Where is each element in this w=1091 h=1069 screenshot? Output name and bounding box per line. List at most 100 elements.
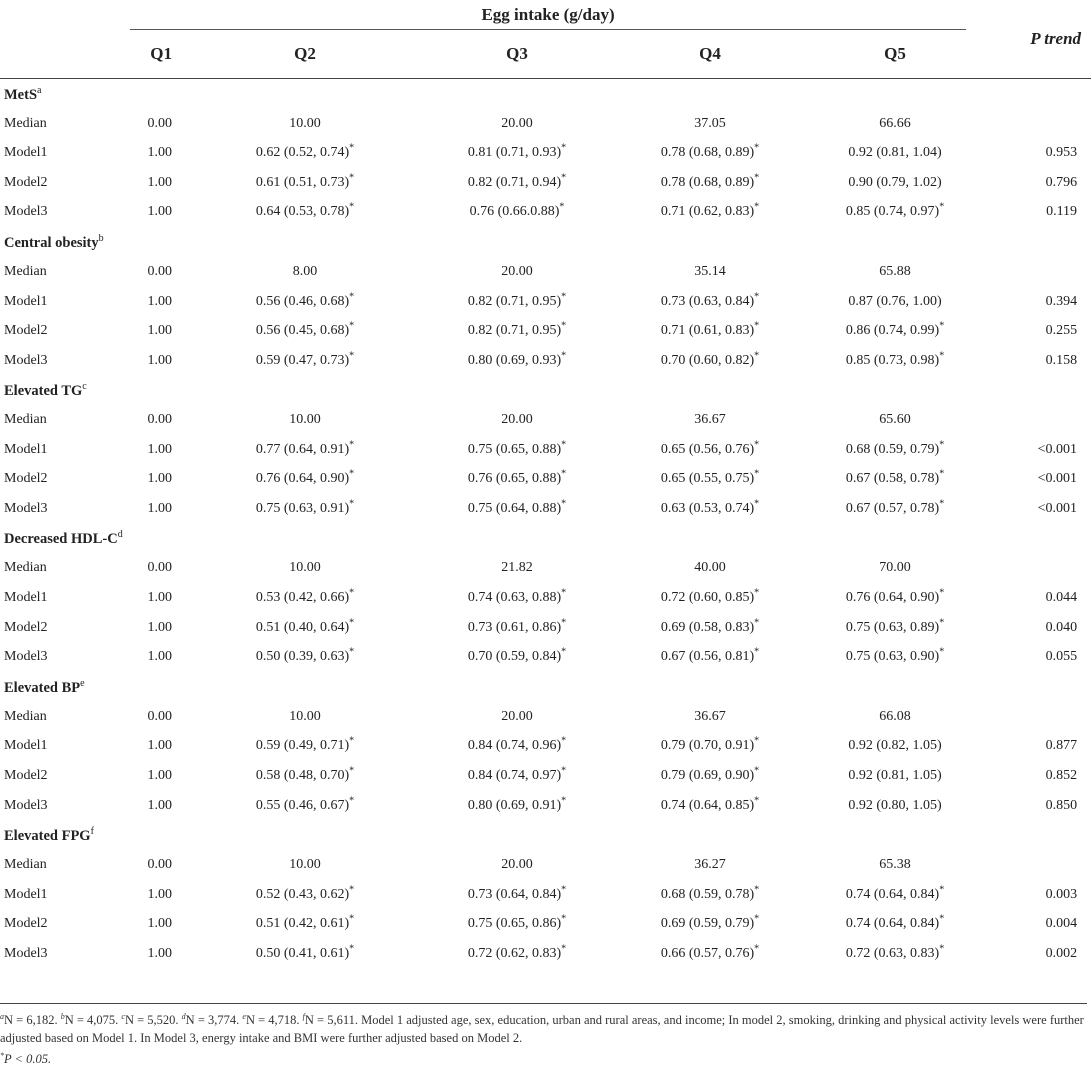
cell-q3-value: 0.81 (0.71, 0.93) bbox=[467, 145, 562, 161]
egg-intake-group-header: Egg intake (g/day) bbox=[122, 0, 974, 30]
cell-q2: 0.51 (0.42, 0.61)* bbox=[180, 909, 430, 939]
significance-marker: * bbox=[349, 587, 355, 599]
cell-q1: 0.00 bbox=[147, 560, 173, 576]
cell-q3: 0.82 (0.71, 0.95)* bbox=[430, 287, 604, 317]
cell-q2-value: 0.50 (0.39, 0.63) bbox=[255, 649, 350, 665]
significance-marker: * bbox=[754, 468, 760, 480]
significance-marker: * bbox=[561, 587, 567, 599]
table-row: Model1 1.00 0.56 (0.46, 0.68)* 0.82 (0.71, … bbox=[0, 287, 1091, 317]
significance-marker: * bbox=[754, 498, 760, 510]
section-title-sup: e bbox=[80, 677, 85, 689]
table-row: Model1 1.00 0.59 (0.49, 0.71)* 0.84 (0.74, … bbox=[0, 732, 1091, 762]
row-label: Model1 bbox=[4, 590, 48, 606]
table-row: Model2 1.00 0.51 (0.42, 0.61)* 0.75 (0.65, … bbox=[0, 909, 1091, 939]
cell-q2-value: 10.00 bbox=[289, 708, 321, 724]
significance-marker: * bbox=[754, 172, 760, 184]
significance-marker: * bbox=[561, 735, 567, 747]
cell-q1: 1.00 bbox=[147, 293, 173, 309]
cell-q4: 0.71 (0.61, 0.83)* bbox=[604, 316, 816, 346]
cell-q3-value: 0.73 (0.61, 0.86) bbox=[467, 619, 562, 635]
table-row: Model3 1.00 0.64 (0.53, 0.78)* 0.76 (0.66.0… bbox=[0, 198, 1091, 228]
table-row: Model1 1.00 0.62 (0.52, 0.74)* 0.81 (0.71, … bbox=[0, 138, 1091, 168]
footnote-significance: *P < 0.05. bbox=[0, 1047, 1087, 1069]
row-label: Median bbox=[4, 263, 47, 279]
cell-q5: 0.75 (0.63, 0.89)* bbox=[816, 613, 974, 643]
cell-q4-value: 0.78 (0.68, 0.89) bbox=[660, 174, 755, 190]
significance-marker: * bbox=[754, 735, 760, 747]
col-header-q4: Q4 bbox=[604, 30, 816, 79]
cell-q3: 0.72 (0.62, 0.83)* bbox=[430, 939, 604, 969]
row-label: Model3 bbox=[4, 204, 48, 220]
cell-p-trend: 0.004 bbox=[1045, 916, 1078, 932]
cell-q2-value: 0.59 (0.49, 0.71) bbox=[255, 738, 350, 754]
table-footnotes: aN = 6,182. bN = 4,075. cN = 5,520. dN =… bbox=[0, 1003, 1087, 1069]
cell-q2-value: 0.53 (0.42, 0.66) bbox=[255, 590, 350, 606]
cell-q4-value: 0.67 (0.56, 0.81) bbox=[660, 649, 755, 665]
cell-q5-value: 0.76 (0.64, 0.90) bbox=[845, 590, 940, 606]
cell-q5: 0.92 (0.81, 1.04) bbox=[816, 138, 974, 168]
table-row: Median 0.00 10.00 20.00 37.05 66.66 bbox=[0, 109, 1091, 139]
section-title-sup: f bbox=[90, 825, 94, 837]
cell-q5: 0.67 (0.58, 0.78)* bbox=[816, 465, 974, 495]
table-row: Median 0.00 10.00 20.00 36.67 65.60 bbox=[0, 405, 1091, 435]
cell-q5: 66.08 bbox=[816, 702, 974, 732]
significance-marker: * bbox=[754, 943, 760, 955]
cell-q3-value: 0.76 (0.66.0.88) bbox=[469, 204, 560, 220]
significance-marker: * bbox=[939, 201, 945, 213]
cell-q2: 0.61 (0.51, 0.73)* bbox=[180, 168, 430, 198]
cell-q1: 1.00 bbox=[147, 945, 173, 961]
cell-p-trend: <0.001 bbox=[1037, 441, 1078, 457]
section-title: Elevated FPGf bbox=[0, 820, 1091, 850]
cell-p-trend: 0.255 bbox=[1045, 323, 1078, 339]
cell-q2: 0.50 (0.39, 0.63)* bbox=[180, 642, 430, 672]
row-label: Model1 bbox=[4, 145, 48, 161]
footnote-sup-b: b bbox=[60, 1012, 65, 1021]
col-header-q2: Q2 bbox=[180, 30, 430, 79]
significance-marker: * bbox=[349, 172, 355, 184]
cell-q3-value: 21.82 bbox=[501, 560, 533, 576]
cell-q4-value: 40.00 bbox=[694, 560, 726, 576]
significance-marker: * bbox=[754, 617, 760, 629]
cell-q3: 20.00 bbox=[430, 702, 604, 732]
significance-marker: * bbox=[561, 498, 567, 510]
cell-q5-value: 0.67 (0.57, 0.78) bbox=[845, 501, 940, 516]
table-row: Model2 1.00 0.76 (0.64, 0.90)* 0.76 (0.65, … bbox=[0, 465, 1091, 495]
cell-q2-value: 10.00 bbox=[289, 857, 321, 873]
cell-q1: 0.00 bbox=[147, 857, 173, 873]
cell-q2: 0.59 (0.47, 0.73)* bbox=[180, 346, 430, 376]
cell-q5: 65.88 bbox=[816, 257, 974, 287]
cell-q2-value: 0.52 (0.43, 0.62) bbox=[255, 886, 350, 902]
footnote-sup-d: d bbox=[181, 1012, 186, 1021]
cell-q3-value: 0.76 (0.65, 0.88) bbox=[467, 471, 562, 487]
cell-q4: 0.79 (0.69, 0.90)* bbox=[604, 761, 816, 791]
cell-q4-value: 36.67 bbox=[694, 708, 726, 724]
significance-marker: * bbox=[754, 320, 760, 332]
significance-marker: * bbox=[939, 320, 945, 332]
significance-marker: * bbox=[349, 765, 355, 777]
cell-q5: 0.92 (0.81, 1.05) bbox=[816, 761, 974, 791]
cell-q5-value: 65.38 bbox=[879, 857, 911, 873]
significance-marker: * bbox=[754, 883, 760, 895]
cell-q3: 0.82 (0.71, 0.95)* bbox=[430, 316, 604, 346]
cell-q2-value: 0.75 (0.63, 0.91) bbox=[255, 501, 350, 516]
footnote-sup-c: c bbox=[121, 1012, 125, 1021]
row-label: Median bbox=[4, 560, 47, 576]
cell-q5-value: 0.72 (0.63, 0.83) bbox=[845, 945, 940, 961]
cell-q3-value: 20.00 bbox=[501, 412, 533, 428]
cell-q2: 0.50 (0.41, 0.61)* bbox=[180, 939, 430, 969]
cell-q3: 20.00 bbox=[430, 405, 604, 435]
cell-q5: 0.85 (0.74, 0.97)* bbox=[816, 198, 974, 228]
cell-p-trend bbox=[974, 554, 1091, 584]
row-label: Model2 bbox=[4, 619, 48, 635]
cell-p-trend: <0.001 bbox=[1037, 501, 1078, 516]
cell-q4: 0.67 (0.56, 0.81)* bbox=[604, 642, 816, 672]
cell-q4: 0.69 (0.58, 0.83)* bbox=[604, 613, 816, 643]
cell-q1: 0.00 bbox=[147, 708, 173, 724]
cell-p-trend bbox=[974, 257, 1091, 287]
cell-q2-value: 0.50 (0.41, 0.61) bbox=[255, 945, 350, 961]
cell-q4: 0.70 (0.60, 0.82)* bbox=[604, 346, 816, 376]
cell-q4: 36.67 bbox=[604, 702, 816, 732]
table-row: Median 0.00 8.00 20.00 35.14 65.88 bbox=[0, 257, 1091, 287]
cell-p-trend bbox=[974, 109, 1091, 139]
section-title-sup: b bbox=[98, 232, 104, 244]
